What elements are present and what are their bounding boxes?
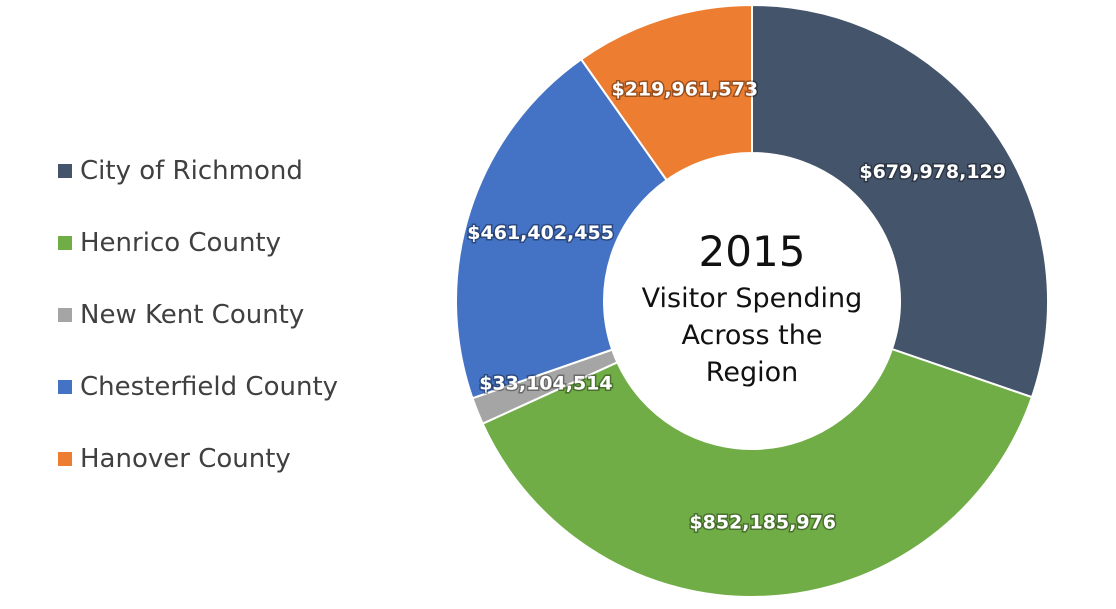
legend-label: Chesterfield County bbox=[80, 372, 339, 402]
center-subtitle-line-3: Region bbox=[705, 357, 799, 388]
center-year: 2015 bbox=[698, 227, 806, 276]
legend-swatch bbox=[58, 452, 72, 466]
slice-chesterfield-county bbox=[454, 57, 668, 400]
legend-label: Hanover County bbox=[80, 444, 291, 474]
legend-label: New Kent County bbox=[80, 300, 305, 330]
data-label-hanover-county: $219,961,573 bbox=[611, 78, 758, 100]
legend-label: City of Richmond bbox=[80, 156, 303, 186]
legend-item-new-kent-county: New Kent County bbox=[58, 279, 338, 351]
legend-swatch bbox=[58, 236, 72, 250]
data-label-new-kent-county: $33,104,514 bbox=[479, 373, 612, 395]
slice-hanover-county bbox=[579, 3, 753, 182]
donut-center-title: 2015 Visitor Spending Across the Region bbox=[602, 224, 902, 391]
center-subtitle-line-2: Across the bbox=[681, 320, 823, 351]
legend-label: Henrico County bbox=[80, 228, 282, 258]
legend-item-chesterfield-county: Chesterfield County bbox=[58, 351, 338, 423]
data-label-henrico-county: $852,185,976 bbox=[689, 512, 836, 534]
slice-city-of-richmond bbox=[751, 3, 1049, 399]
legend: City of Richmond Henrico County New Kent… bbox=[58, 135, 338, 495]
center-subtitle-line-1: Visitor Spending bbox=[641, 283, 863, 314]
legend-swatch bbox=[58, 164, 72, 178]
legend-swatch bbox=[58, 308, 72, 322]
data-label-city-of-richmond: $679,978,129 bbox=[859, 161, 1006, 183]
data-label-chesterfield-county: $461,402,455 bbox=[467, 222, 614, 244]
legend-swatch bbox=[58, 380, 72, 394]
legend-item-hanover-county: Hanover County bbox=[58, 423, 338, 495]
legend-item-city-of-richmond: City of Richmond bbox=[58, 135, 338, 207]
legend-item-henrico-county: Henrico County bbox=[58, 207, 338, 279]
slice-henrico-county bbox=[481, 347, 1034, 598]
